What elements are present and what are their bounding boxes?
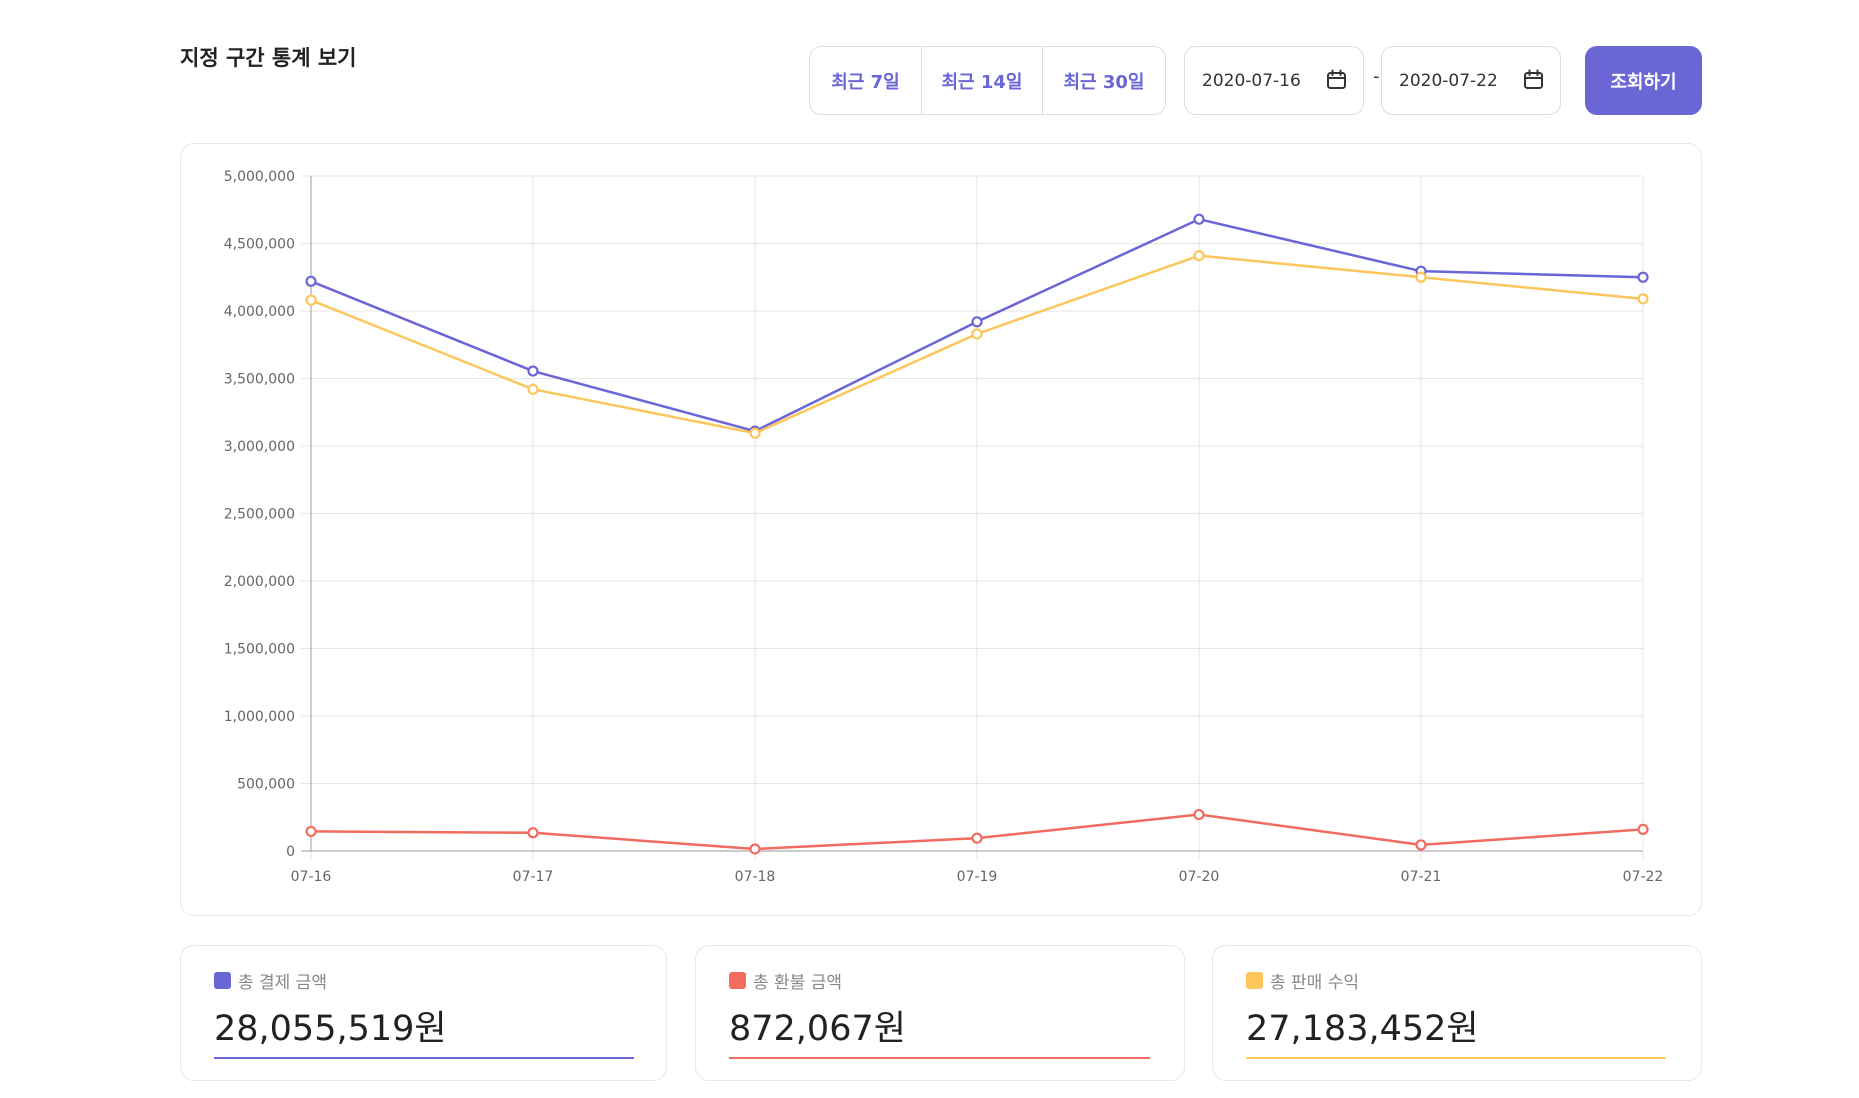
stat-label: 총 판매 수익	[1270, 973, 1360, 993]
payment-data-point	[305, 275, 317, 287]
y-tick-label: 5,000,000	[224, 169, 295, 185]
range-button-group: 최근 7일 최근 14일 최근 30일	[809, 46, 1166, 115]
date-separator: -	[1373, 66, 1380, 87]
stat-card-revenue: 총 판매 수익 27,183,452원	[1212, 945, 1702, 1081]
refund-data-point	[305, 825, 317, 838]
line-chart: 0 500,000 1,000,000 1,500,000 2,000,000 2,500…	[224, 169, 1664, 885]
payment-swatch	[214, 972, 231, 989]
range-30-days-button[interactable]: 최근 30일	[1063, 71, 1145, 93]
calendar-icon[interactable]	[1523, 69, 1544, 91]
x-tick-label: 07-21	[1401, 869, 1442, 885]
stat-label: 총 환불 금액	[753, 973, 843, 993]
y-tick-label: 2,000,000	[224, 574, 295, 590]
stat-value: 872,067원	[729, 1009, 906, 1049]
x-tick-label: 07-16	[291, 869, 332, 885]
range-14-days-button[interactable]: 최근 14일	[922, 47, 1043, 114]
revenue-data-point	[1637, 293, 1649, 305]
refund-swatch	[729, 972, 746, 989]
x-tick-label: 07-20	[1179, 869, 1220, 885]
revenue-data-point	[971, 328, 983, 340]
start-date-input[interactable]: 2020-07-16	[1184, 46, 1364, 115]
x-tick-label: 07-22	[1623, 869, 1664, 885]
refund-data-point	[1637, 823, 1649, 836]
y-tick-label: 2,500,000	[224, 507, 295, 523]
x-tick-label: 07-19	[957, 869, 998, 885]
y-tick-label: 4,000,000	[224, 304, 295, 320]
payment-data-point	[1637, 271, 1649, 283]
end-date-input[interactable]: 2020-07-22	[1381, 46, 1561, 115]
revenue-data-point	[1193, 250, 1205, 262]
y-tick-label: 3,500,000	[224, 372, 295, 388]
refund-data-point	[527, 827, 539, 839]
revenue-data-point	[527, 383, 539, 395]
stat-underline	[729, 1057, 1150, 1059]
search-button[interactable]: 조회하기	[1585, 46, 1702, 115]
stat-card-payment: 총 결제 금액 28,055,519원	[180, 945, 667, 1081]
y-tick-label: 500,000	[237, 777, 295, 793]
range-7-days-button[interactable]: 최근 7일	[810, 47, 922, 114]
refund-data-point	[1193, 808, 1205, 821]
y-tick-label: 0	[286, 844, 295, 860]
chart-card: 0 500,000 1,000,000 1,500,000 2,000,000 2,500…	[180, 143, 1702, 916]
stat-value: 28,055,519원	[214, 1009, 447, 1049]
stat-underline	[214, 1057, 634, 1059]
revenue-data-point	[305, 294, 317, 306]
page-title: 지정 구간 통계 보기	[180, 46, 357, 70]
payment-data-point	[971, 316, 983, 328]
x-tick-label: 07-18	[735, 869, 776, 885]
calendar-icon[interactable]	[1326, 69, 1347, 91]
refund-data-point	[971, 832, 983, 844]
end-date-value: 2020-07-22	[1399, 70, 1498, 91]
stat-value: 27,183,452원	[1246, 1009, 1479, 1049]
revenue-data-point	[1415, 271, 1427, 283]
y-tick-label: 3,000,000	[224, 439, 295, 455]
refund-data-point	[1415, 839, 1427, 851]
revenue-swatch	[1246, 972, 1263, 989]
payment-data-point	[1193, 213, 1205, 225]
stat-label: 총 결제 금액	[238, 973, 328, 993]
stat-card-refund: 총 환불 금액 872,067원	[695, 945, 1185, 1081]
start-date-value: 2020-07-16	[1202, 70, 1301, 91]
x-tick-label: 07-17	[513, 869, 554, 885]
y-tick-label: 1,000,000	[224, 709, 295, 725]
y-tick-label: 4,500,000	[224, 237, 295, 253]
stat-underline	[1246, 1057, 1666, 1059]
y-tick-label: 1,500,000	[224, 642, 295, 658]
revenue-data-point	[749, 427, 761, 439]
payment-data-point	[527, 365, 539, 377]
refund-data-point	[749, 843, 761, 855]
